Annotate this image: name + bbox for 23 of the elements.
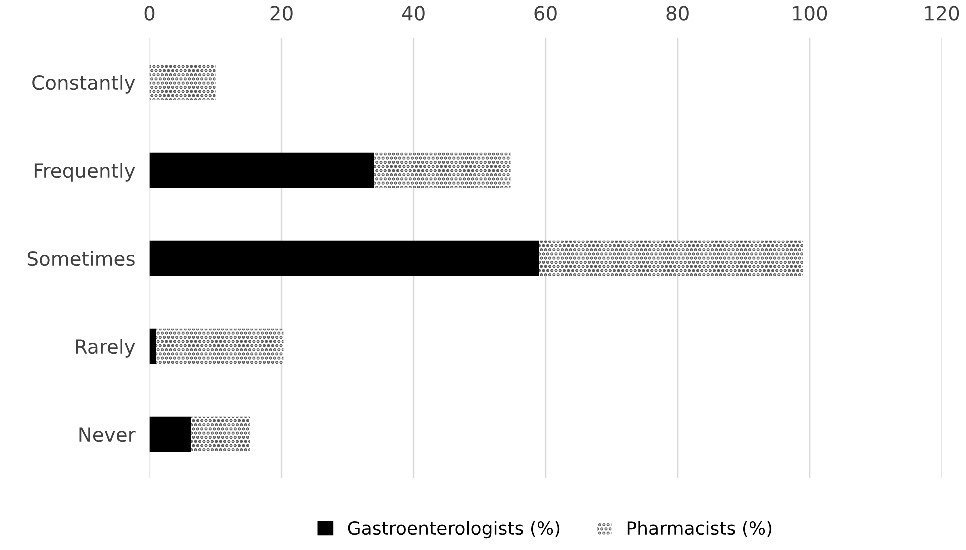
x-tick-label: 0: [144, 6, 155, 21]
legend-label: Pharmacists (%): [628, 521, 772, 538]
bar: [539, 240, 804, 276]
x-tick-label: 100: [793, 6, 828, 21]
bar: [150, 152, 374, 188]
y-tick-label: Constantly: [32, 75, 136, 94]
x-tick-label: 40: [402, 6, 425, 21]
x-tick-label: 80: [666, 6, 689, 21]
x-tick-label: 20: [270, 6, 293, 21]
bar: [150, 416, 192, 452]
legend-label: Gastroenterologists (%): [348, 521, 560, 539]
y-tick-label: Rarely: [76, 339, 136, 358]
bar: [150, 240, 540, 276]
bar: [156, 328, 284, 364]
bar: [150, 328, 156, 364]
x-tick-label: 60: [534, 6, 557, 21]
y-tick-label: Frequently: [34, 163, 136, 182]
x-tick-label: 120: [925, 6, 960, 21]
bar: [191, 416, 250, 452]
y-tick-label: Never: [80, 428, 136, 442]
bar: [374, 152, 511, 188]
y-tick-label: Sometimes: [28, 251, 135, 266]
bar: [150, 64, 216, 100]
